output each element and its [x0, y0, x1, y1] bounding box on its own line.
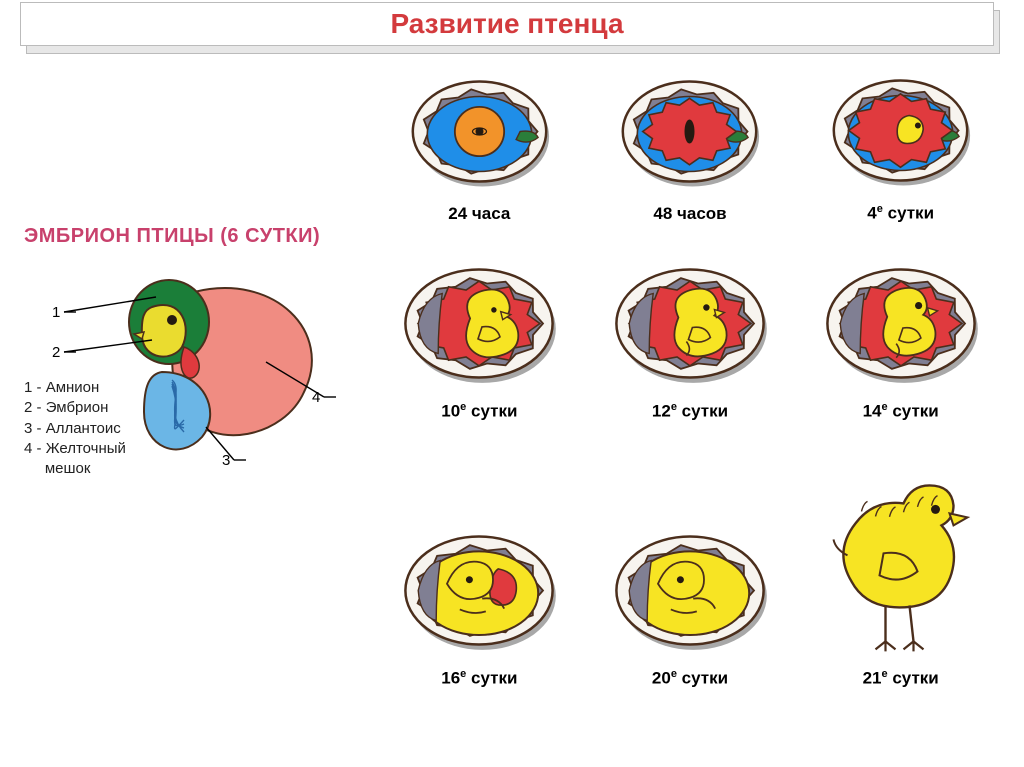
stage-1: 48 часов: [591, 68, 790, 224]
svg-text:3: 3: [222, 452, 230, 469]
stage-0: 24 часа: [380, 68, 579, 224]
stage-3: 10е сутки: [380, 256, 579, 422]
stage-7: 20е сутки: [591, 453, 790, 689]
stage-illustration: [821, 256, 981, 391]
svg-text:1: 1: [52, 304, 60, 321]
stage-illustration: [617, 69, 762, 194]
stage-label: 10е сутки: [441, 401, 517, 422]
page-title-bar: Развитие птенца: [20, 2, 994, 46]
stage-label: 12е сутки: [652, 401, 728, 422]
svg-text:4: 4: [312, 389, 320, 406]
stage-illustration: [610, 256, 770, 391]
stage-illustration: [806, 453, 996, 658]
embryo-diagram: 1 2 3 4: [44, 252, 344, 482]
title-front: Развитие птенца: [20, 2, 994, 46]
stage-5: 14е сутки: [801, 256, 1000, 422]
stage-label: 14е сутки: [863, 401, 939, 422]
svg-text:2: 2: [52, 344, 60, 361]
stage-label: 24 часа: [448, 204, 510, 224]
stage-illustration: [399, 523, 559, 658]
stage-8: 21е сутки: [801, 453, 1000, 689]
page-title: Развитие птенца: [390, 8, 623, 40]
stage-illustration: [610, 523, 770, 658]
stage-label: 4е сутки: [867, 203, 934, 224]
stage-illustration: [828, 68, 973, 193]
stage-label: 20е сутки: [652, 668, 728, 689]
stage-grid: 24 часа 48 часов 4е сутки 10е сутки 12е сутк…: [380, 68, 1000, 689]
stage-label: 48 часов: [653, 204, 726, 224]
stage-4: 12е сутки: [591, 256, 790, 422]
stage-2: 4е сутки: [801, 68, 1000, 224]
stage-illustration: [407, 69, 552, 194]
embryo-diagram-title: ЭМБРИОН ПТИЦЫ (6 СУТКИ): [24, 225, 320, 248]
stage-label: 21е сутки: [863, 668, 939, 689]
stage-label: 16е сутки: [441, 668, 517, 689]
stage-illustration: [399, 256, 559, 391]
stage-6: 16е сутки: [380, 453, 579, 689]
